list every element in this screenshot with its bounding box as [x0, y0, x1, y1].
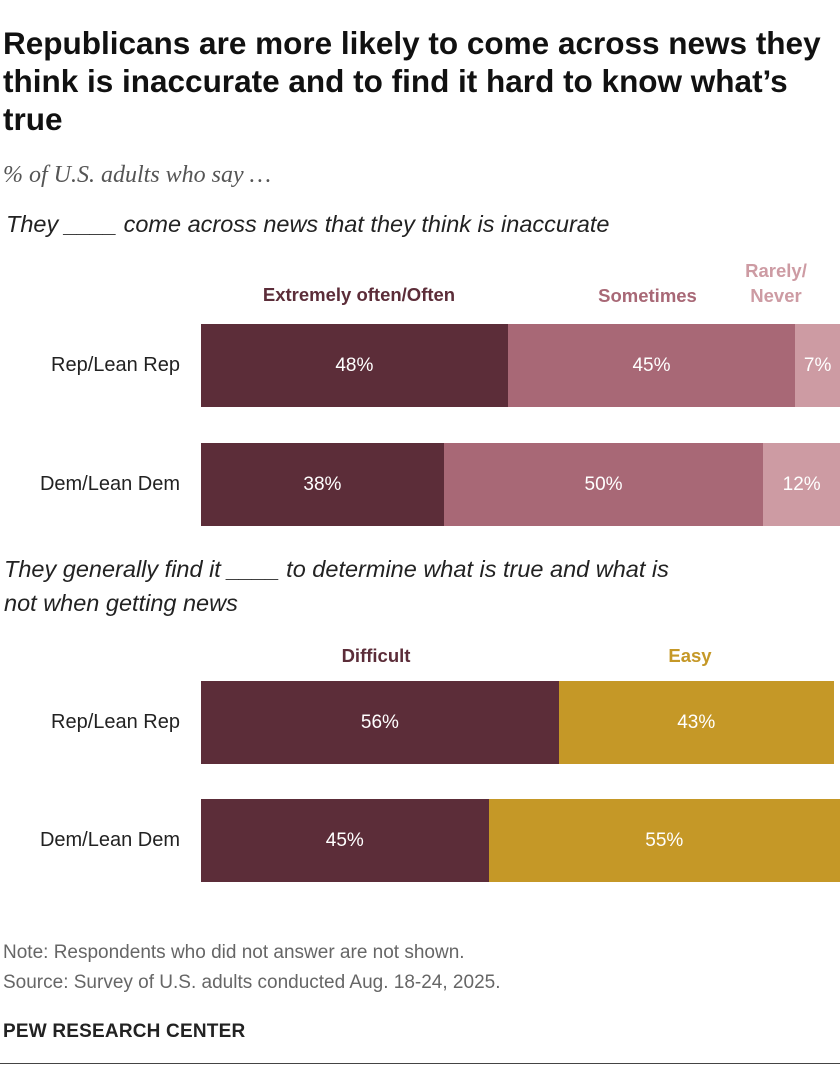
brand-logo-text: PEW RESEARCH CENTER	[3, 1021, 246, 1042]
source-text: Source: Survey of U.S. adults conducted …	[3, 972, 501, 993]
value-label: 48%	[335, 354, 374, 376]
question-2-title: They generally find it ____ to determine…	[4, 556, 669, 616]
seg-rep-1-sometimes: 45%	[507, 324, 796, 407]
legend-rarely-never: Rarely/ Never	[745, 260, 807, 306]
value-label: 7%	[803, 354, 832, 376]
seg-dem-1-sometimes: 50%	[443, 443, 764, 526]
bar-rep-2: 56% 43%	[201, 681, 840, 764]
chart-subtitle: % of U.S. adults who say …	[3, 162, 272, 188]
value-label: 56%	[360, 711, 399, 733]
value-label: 12%	[782, 473, 821, 495]
value-label: 38%	[303, 473, 342, 495]
seg-dem-1-rarely: 12%	[763, 443, 840, 526]
bar-dem-1: 38% 50% 12%	[201, 443, 840, 526]
legend-easy: Easy	[668, 645, 712, 666]
value-label: 55%	[645, 829, 684, 851]
value-label: 45%	[325, 829, 364, 851]
seg-rep-1-often: 48%	[201, 324, 508, 407]
row-label-dem-2: Dem/Lean Dem	[39, 829, 180, 851]
seg-rep-2-easy: 43%	[558, 681, 834, 764]
value-label: 43%	[677, 711, 716, 733]
legend-extremely-often: Extremely often/Often	[262, 284, 456, 305]
seg-dem-2-difficult: 45%	[201, 799, 489, 882]
seg-rep-1-rarely: 7%	[795, 324, 840, 407]
value-label: 50%	[584, 473, 623, 495]
legend-difficult: Difficult	[341, 645, 411, 666]
row-label-rep-1: Rep/Lean Rep	[51, 354, 180, 376]
value-label: 45%	[632, 354, 671, 376]
question-1-title: They ____ come across news that they thi…	[6, 211, 610, 237]
seg-dem-2-easy: 55%	[488, 799, 840, 882]
bar-dem-2: 45% 55%	[201, 799, 840, 882]
seg-rep-2-difficult: 56%	[201, 681, 559, 764]
chart-title: Republicans are more likely to come acro…	[3, 25, 821, 137]
seg-dem-1-often: 38%	[201, 443, 444, 526]
row-label-rep-2: Rep/Lean Rep	[51, 711, 180, 733]
note-text: Note: Respondents who did not answer are…	[3, 942, 465, 963]
row-label-dem-1: Dem/Lean Dem	[39, 473, 180, 495]
legend-sometimes: Sometimes	[598, 285, 697, 306]
bar-rep-1: 48% 45% 7%	[201, 324, 840, 407]
bottom-divider	[0, 1063, 840, 1064]
